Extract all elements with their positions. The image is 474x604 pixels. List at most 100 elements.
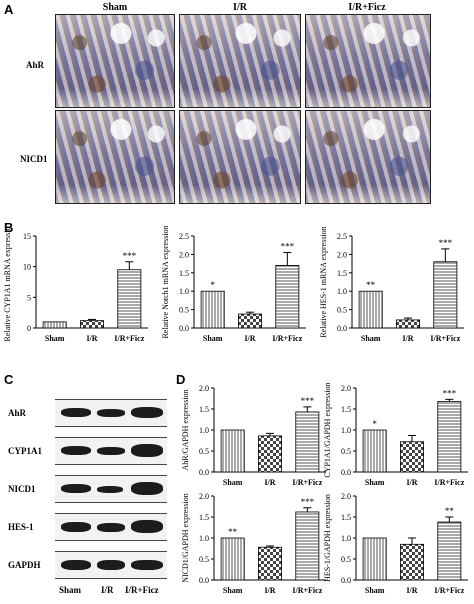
chart-notch1-mrna: Relative Notch1 mRNA expression 0.0 0.5 1.0…: [161, 226, 306, 343]
micrograph-ahr-ir-ficz: [305, 14, 431, 108]
row-label-ahr: AhR: [26, 60, 45, 70]
bar: [80, 320, 104, 329]
x-tick-label: Sham: [223, 586, 243, 595]
y-axis-label: CYP1A1/GAPDH expression: [323, 382, 332, 477]
panel-c-letter: C: [4, 372, 14, 387]
bar: [400, 441, 424, 473]
y-tick-label: 2.0: [337, 250, 347, 259]
blot-label-nicd1: NICD1: [8, 484, 36, 494]
x-tick-label: I/R: [264, 586, 275, 595]
x-tick-label: I/R: [406, 586, 417, 595]
blot-strip-cyp1a1: [55, 437, 167, 465]
x-tick-label: I/R+Ficz: [430, 334, 460, 343]
y-tick-label: 0.5: [199, 447, 209, 456]
x-tick-label: Sham: [203, 334, 223, 343]
y-tick-label: 2.0: [179, 250, 189, 259]
y-tick-label: 0.5: [341, 555, 351, 564]
y-tick-label: 0.0: [337, 324, 347, 333]
blot-lane-sham: Sham: [59, 585, 82, 595]
bar: [258, 435, 282, 473]
x-tick-label: I/R+Ficz: [434, 586, 464, 595]
bar: [258, 546, 282, 581]
bar: [358, 290, 383, 329]
y-tick-label: 10: [23, 263, 31, 272]
blot-label-cyp1a1: CYP1A1: [8, 446, 42, 456]
blot-band: [97, 560, 125, 570]
blot-band: [97, 409, 125, 417]
y-tick-label: 2.0: [341, 492, 351, 501]
x-tick-label: Sham: [361, 334, 381, 343]
bar: [295, 411, 320, 473]
x-tick-label: I/R+Ficz: [292, 586, 322, 595]
y-tick-label: 0.0: [199, 468, 209, 477]
bar: [42, 321, 67, 329]
y-tick-label: 0.5: [341, 447, 351, 456]
y-tick-label: 0.0: [341, 576, 351, 585]
blot-band: [131, 407, 163, 418]
y-tick-label: 0: [27, 324, 31, 333]
significance-label: ***: [123, 251, 137, 261]
y-tick-label: 2.5: [337, 232, 347, 241]
bar: [437, 521, 462, 581]
blot-band: [131, 482, 163, 495]
blot-strip-ahr: [55, 399, 167, 427]
blot-band: [61, 408, 91, 417]
micrograph-ahr-ir: [179, 14, 301, 108]
blot-label-hes1: HES-1: [8, 522, 34, 532]
blot-band: [131, 560, 163, 570]
significance-label: **: [228, 527, 238, 537]
y-axis-label: Relative CYP1A1 mRNA expression: [3, 226, 12, 341]
bar: [433, 261, 458, 329]
chart-ahr-gapdh: AhR/GAPDH expression 0.0 0.5 1.0 1.5 2.0 Sham I…: [181, 384, 326, 487]
chart-hes1-gapdh: HES-1/GAPDH expression 0.0 0.5 1.0 1.5 2.0 Sha…: [323, 492, 468, 595]
y-axis-label: Relative Notch1 mRNA expression: [161, 226, 170, 339]
x-tick-label: Sham: [45, 334, 65, 343]
column-header-sham: Sham: [102, 2, 128, 13]
blot-band: [97, 447, 125, 455]
micrograph-nicd1-ir: [179, 110, 301, 204]
y-tick-label: 1.0: [337, 287, 347, 296]
significance-label: **: [366, 280, 376, 290]
blot-band: [61, 560, 91, 570]
significance-label: *: [210, 280, 215, 290]
panel-b-letter: B: [4, 220, 14, 235]
y-tick-label: 0.5: [179, 306, 189, 315]
x-tick-label: Sham: [223, 478, 243, 487]
bar: [295, 511, 320, 581]
y-tick-label: 5: [27, 293, 31, 302]
x-tick-label: I/R: [406, 478, 417, 487]
significance-label: ***: [301, 396, 315, 406]
bar: [396, 319, 420, 329]
y-tick-label: 1.5: [341, 405, 351, 414]
bar: [238, 313, 262, 329]
bar: [362, 537, 387, 581]
y-tick-label: 1.0: [341, 534, 351, 543]
blot-band: [131, 444, 163, 457]
y-tick-label: 1.5: [341, 513, 351, 522]
bar: [437, 401, 462, 473]
micrograph-nicd1-ir-ficz: [305, 110, 431, 204]
column-header-ir-ficz: I/R+Ficz: [348, 2, 386, 13]
panel-a-letter: A: [4, 2, 14, 17]
x-tick-label: I/R: [86, 334, 97, 343]
blot-band: [61, 484, 91, 493]
chart-nicd1-gapdh: NICD1/GAPDH expression 0.0 0.5 1.0 1.5 2.0 ** S…: [181, 492, 326, 595]
significance-label: *: [372, 419, 377, 429]
y-tick-label: 2.0: [199, 492, 209, 501]
blot-label-gapdh: GAPDH: [8, 560, 41, 570]
y-axis-label: AhR/GAPDH expression: [181, 389, 190, 470]
blot-band: [97, 523, 125, 532]
row-label-nicd1: NICD1: [20, 154, 48, 164]
significance-label: ***: [439, 238, 453, 248]
y-tick-label: 1.5: [199, 405, 209, 414]
y-tick-label: 1.0: [199, 426, 209, 435]
y-axis-label: HES-1/GAPDH expression: [323, 494, 332, 582]
y-tick-label: 1.5: [337, 269, 347, 278]
x-tick-label: Sham: [365, 478, 385, 487]
blot-lane-ir: I/R: [101, 585, 114, 595]
significance-label: **: [445, 506, 455, 516]
x-tick-label: I/R: [244, 334, 255, 343]
y-tick-label: 2.0: [341, 384, 351, 393]
y-tick-label: 1.0: [341, 426, 351, 435]
bar: [275, 265, 300, 329]
